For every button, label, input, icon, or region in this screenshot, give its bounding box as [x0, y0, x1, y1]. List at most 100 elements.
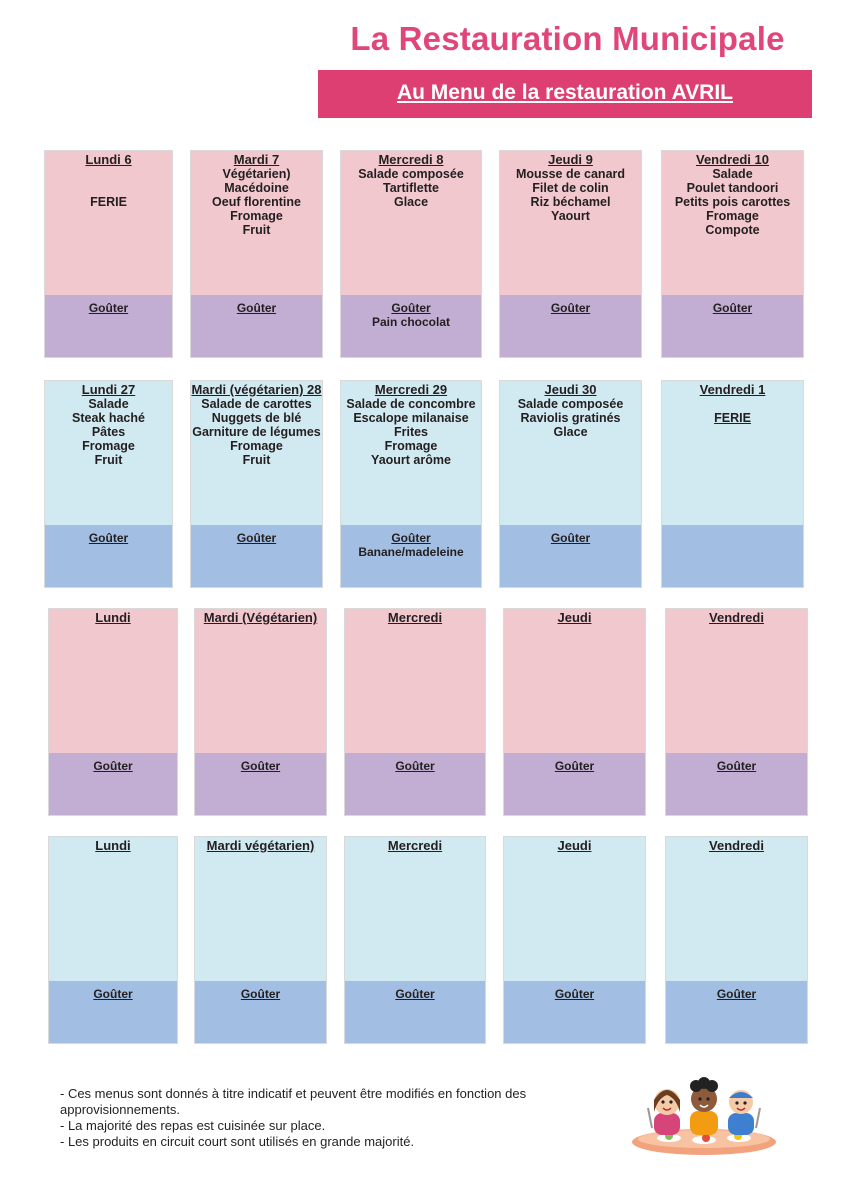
children-eating-icon	[632, 1077, 776, 1155]
menu-section: Mardi (végétarien) 28 Salade de carottes N…	[191, 381, 322, 525]
gouter-section: Goûter	[666, 981, 807, 1043]
gouter-section: Goûter	[500, 295, 641, 357]
day-label: Lundi	[95, 610, 131, 625]
gouter-label: Goûter	[395, 759, 435, 773]
gouter-label: Goûter	[716, 987, 757, 1001]
day-label: Jeudi	[557, 610, 592, 625]
menu-section: Jeudi 9 Mousse de canard Filet de colin Riz…	[500, 151, 641, 295]
note-line: - La majorité des repas est cuisinée sur…	[60, 1118, 326, 1133]
gouter-section: Goûter	[666, 753, 807, 815]
menu-section: Vendredi	[666, 609, 807, 753]
menu-cell: Jeudi 30 Salade composée Raviolis gratinés…	[499, 380, 642, 588]
menu-item: FERIE	[714, 411, 751, 425]
day-label: Vendredi	[709, 838, 764, 853]
menu-section: Vendredi 10 Salade Poulet tandoori Petits p…	[662, 151, 803, 295]
menu-cell: Vendredi 10 Salade Poulet tandoori Petits p…	[661, 150, 804, 358]
menu-cell: Mercredi 29 Salade de concombre Escalope m…	[340, 380, 482, 588]
menu-cell: Lundi 27 Salade Steak haché Pâtes Fromage Fru…	[44, 380, 173, 588]
gouter-label: Goûter	[88, 301, 129, 315]
gouter-section: Goûter	[504, 981, 645, 1043]
gouter-section: Goûter	[504, 753, 645, 815]
gouter-section: Goûter Pain chocolat	[341, 295, 481, 357]
menu-item: Fromage	[82, 439, 135, 453]
menu-item: Salade composée	[517, 397, 624, 411]
day-label: Mardi (végétarien) 28	[191, 382, 322, 397]
note-line: - Les produits en circuit court sont uti…	[60, 1134, 415, 1149]
menu-item: Riz béchamel	[530, 195, 611, 209]
day-label: Mercredi	[387, 838, 443, 853]
gouter-label: Goûter	[712, 301, 753, 315]
menu-item: Fromage	[230, 439, 283, 453]
menu-item: Macédoine	[224, 181, 289, 195]
gouter-section: Goûter	[345, 753, 485, 815]
menu-cell: Lundi Goûter	[48, 836, 178, 1044]
menu-section: Mercredi	[345, 837, 485, 981]
menu-cell: Mercredi 8 Salade composée Tartiflette Glac…	[340, 150, 482, 358]
gouter-section: Goûter	[195, 981, 326, 1043]
menu-item: Salade de carottes	[201, 397, 312, 411]
menu-cell: Mardi végétarien) Goûter	[194, 836, 327, 1044]
menu-item: Fromage	[706, 209, 759, 223]
menu-item: Salade de concombre	[346, 397, 476, 411]
menu-item: Yaourt arôme	[371, 453, 451, 467]
gouter-label: Goûter	[391, 301, 431, 315]
notes: - Ces menus sont donnés à titre indicati…	[60, 1086, 600, 1150]
menu-item	[45, 181, 172, 195]
gouter-label: Goûter	[550, 301, 591, 315]
day-label: Jeudi	[557, 838, 592, 853]
menu-item: Tartiflette	[382, 181, 440, 195]
menu-item: Salade composée	[358, 167, 464, 181]
gouter-label: Goûter	[716, 759, 757, 773]
day-label: Vendredi 10	[696, 152, 769, 167]
gouter-section	[662, 525, 803, 587]
gouter-section: Goûter	[195, 753, 326, 815]
menu-section: Mercredi 29 Salade de concombre Escalope m…	[341, 381, 481, 525]
gouter-section: Goûter	[191, 295, 322, 357]
gouter-section: Goûter	[191, 525, 322, 587]
menu-item: Fromage	[230, 209, 283, 223]
menu-cell: Vendredi 1 FERIE	[661, 380, 804, 588]
menu-cell: Vendredi Goûter	[665, 608, 808, 816]
gouter-label: Goûter	[554, 987, 595, 1001]
gouter-section: Goûter	[49, 753, 177, 815]
menu-cell: Mardi (végétarien) 28 Salade de carottes N…	[190, 380, 323, 588]
menu-item: Fruit	[242, 453, 271, 467]
menu-section: Mercredi	[345, 609, 485, 753]
menu-item: Escalope milanaise	[353, 411, 469, 425]
menu-cell: Jeudi 9 Mousse de canard Filet de colin Riz…	[499, 150, 642, 358]
day-label: Vendredi 1	[699, 382, 766, 397]
menu-item	[45, 167, 172, 181]
day-label: Jeudi 9	[548, 152, 593, 167]
gouter-label: Goûter	[240, 759, 281, 773]
menu-item: Garniture de légumes	[192, 425, 321, 439]
menu-item: Raviolis gratinés	[520, 411, 621, 425]
gouter-label: Goûter	[395, 987, 435, 1001]
menu-section: Mercredi 8 Salade composée Tartiflette Glac…	[341, 151, 481, 295]
day-label: Lundi 6	[85, 152, 132, 167]
menu-section: Jeudi	[504, 837, 645, 981]
menu-section: Mardi 7 Végétarien) Macédoine Oeuf florenti…	[191, 151, 322, 295]
gouter-section: Goûter	[662, 295, 803, 357]
menu-item: Petits pois carottes	[674, 195, 791, 209]
menu-section: Jeudi	[504, 609, 645, 753]
menu-cell: Lundi 6 FERIE Goûter	[44, 150, 173, 358]
day-label: Mardi végétarien)	[206, 838, 315, 853]
menu-section: Mardi (Végétarien)	[195, 609, 326, 753]
gouter-label: Goûter	[236, 301, 277, 315]
menu-item: Végétarien)	[222, 167, 291, 181]
gouter-section: Goûter Banane/madeleine	[341, 525, 481, 587]
menu-cell: Vendredi Goûter	[665, 836, 808, 1044]
day-label: Mardi 7	[233, 152, 280, 167]
menu-cell: Mardi (Végétarien) Goûter	[194, 608, 327, 816]
menu-cell: Mercredi Goûter	[344, 608, 486, 816]
menu-section: Vendredi	[666, 837, 807, 981]
gouter-section: Goûter	[500, 525, 641, 587]
menu-item: Filet de colin	[532, 181, 609, 195]
gouter-label: Goûter	[240, 987, 281, 1001]
menu-cell: Mardi 7 Végétarien) Macédoine Oeuf florenti…	[190, 150, 323, 358]
note-line: - Ces menus sont donnés à titre indicati…	[60, 1086, 527, 1117]
gouter-label: Goûter	[236, 531, 277, 545]
menu-section: Lundi 27 Salade Steak haché Pâtes Fromage Fru…	[45, 381, 172, 525]
day-label: Mercredi	[387, 610, 443, 625]
gouter-item: Pain chocolat	[371, 315, 451, 329]
